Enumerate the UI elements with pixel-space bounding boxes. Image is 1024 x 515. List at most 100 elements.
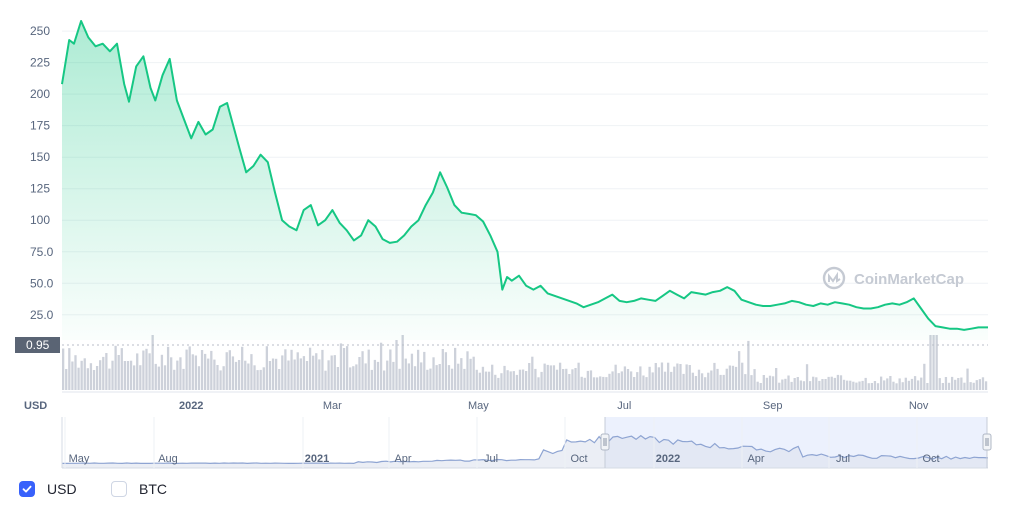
y-tick-label: 50.0 <box>30 276 54 290</box>
volume-bar <box>71 361 74 390</box>
navigator-handle-right[interactable] <box>982 433 992 451</box>
navigator-tick-label: May <box>69 453 90 465</box>
volume-bar <box>373 359 377 390</box>
volume-bar <box>932 335 935 390</box>
volume-bar <box>444 352 448 390</box>
y-tick-label: 125 <box>30 182 50 196</box>
watermark: CoinMarketCap <box>822 266 964 290</box>
volume-bar <box>688 365 691 390</box>
volume-bar <box>228 350 231 390</box>
volume-bar <box>463 368 466 390</box>
usd-checkbox[interactable] <box>19 481 35 497</box>
volume-bar <box>284 349 287 390</box>
x-axis: 2022 Mar May Jul Sep Nov <box>179 400 929 412</box>
navigator-tick-label: Oct <box>570 453 587 465</box>
volume-bar <box>528 363 531 390</box>
volume-bar <box>213 359 216 390</box>
volume-bar <box>904 377 907 390</box>
volume-bar <box>92 370 96 390</box>
volume-bar <box>679 364 682 390</box>
volume-bar <box>685 364 688 390</box>
volume-bar <box>407 363 410 390</box>
volume-bar <box>833 377 836 390</box>
volume-bar <box>799 380 802 390</box>
volume-bar <box>420 362 423 390</box>
volume-bar <box>262 367 265 390</box>
volume-bar <box>308 347 312 390</box>
volume-bar <box>595 377 599 390</box>
volume-bar <box>957 378 960 390</box>
volume-bar <box>185 349 188 390</box>
volume-bar <box>599 376 602 390</box>
volume-bar <box>923 363 926 390</box>
volume-bar <box>413 366 417 390</box>
legend-btc[interactable]: BTC <box>111 481 167 497</box>
volume-bar <box>947 382 951 390</box>
volume-bar <box>802 381 806 390</box>
volume-bar <box>376 361 380 390</box>
volume-bar <box>827 376 830 390</box>
volume-bar <box>302 356 306 390</box>
volume-bar <box>907 380 911 390</box>
volume-bar <box>352 366 355 390</box>
volume-bar <box>645 377 648 390</box>
y-tick-label: 250 <box>30 24 50 38</box>
volume-bar <box>620 371 623 390</box>
volume-bar <box>148 353 151 390</box>
volume-bar <box>290 349 293 390</box>
volume-bar <box>447 365 451 390</box>
volume-bar <box>614 364 617 390</box>
volume-bar <box>950 376 954 390</box>
volume-bar <box>345 346 349 390</box>
volume-bar <box>500 373 503 390</box>
volume-bar <box>244 360 247 390</box>
volume-bar <box>89 363 93 390</box>
volume-bar <box>457 363 460 390</box>
price-chart[interactable]: 25.0 50.0 75.0 100 125 150 175 200 225 250 0.95 U… <box>0 0 1024 475</box>
navigator-tick-label: Apr <box>394 453 411 465</box>
volume-bar <box>741 362 744 390</box>
axis-unit-label: USD <box>24 400 47 412</box>
volume-bar <box>700 373 704 390</box>
volume-bar <box>737 351 741 390</box>
legend-usd[interactable]: USD <box>19 481 77 497</box>
btc-checkbox[interactable] <box>111 481 127 497</box>
navigator-axis: May Aug 2021 Apr Jul Oct 2022 Apr Jul Oct <box>64 417 940 468</box>
volume-bar <box>960 377 963 390</box>
volume-bar <box>920 377 923 390</box>
navigator-handle-left[interactable] <box>600 433 610 451</box>
volume-bar <box>102 356 105 390</box>
volume-bar <box>299 358 302 390</box>
volume-bar <box>305 361 309 390</box>
volume-bar <box>506 370 509 390</box>
volume-bar <box>333 355 336 390</box>
y-tick-label: 225 <box>30 56 50 70</box>
y-tick-label: 100 <box>30 213 50 227</box>
volume-bar <box>293 359 296 390</box>
volume-bar <box>981 377 985 390</box>
volume-bar <box>633 377 636 390</box>
volume-bar <box>543 363 546 390</box>
volume-bar <box>929 335 932 390</box>
navigator-area <box>62 435 988 468</box>
y-tick-label: 200 <box>30 87 50 101</box>
volume-bar <box>917 380 920 390</box>
volume-bar <box>861 380 864 390</box>
range-navigator[interactable]: May Aug 2021 Apr Jul Oct 2022 Apr Jul Oct <box>61 417 992 469</box>
volume-bar <box>383 370 386 390</box>
volume-bar <box>111 360 114 390</box>
volume-bar <box>562 369 565 390</box>
volume-bar <box>241 346 244 390</box>
volume-bar <box>120 348 123 390</box>
navigator-tick-label: Oct <box>922 453 939 465</box>
check-icon <box>22 485 32 493</box>
volume-bar <box>460 358 463 390</box>
volume-bar <box>978 379 982 390</box>
volume-bar <box>68 348 71 390</box>
volume-bar <box>784 378 787 390</box>
volume-bar <box>552 365 556 390</box>
coinmarketcap-logo-icon <box>822 266 846 290</box>
volume-bar <box>694 376 698 390</box>
volume-bar <box>589 370 593 390</box>
volume-bar <box>663 371 667 390</box>
